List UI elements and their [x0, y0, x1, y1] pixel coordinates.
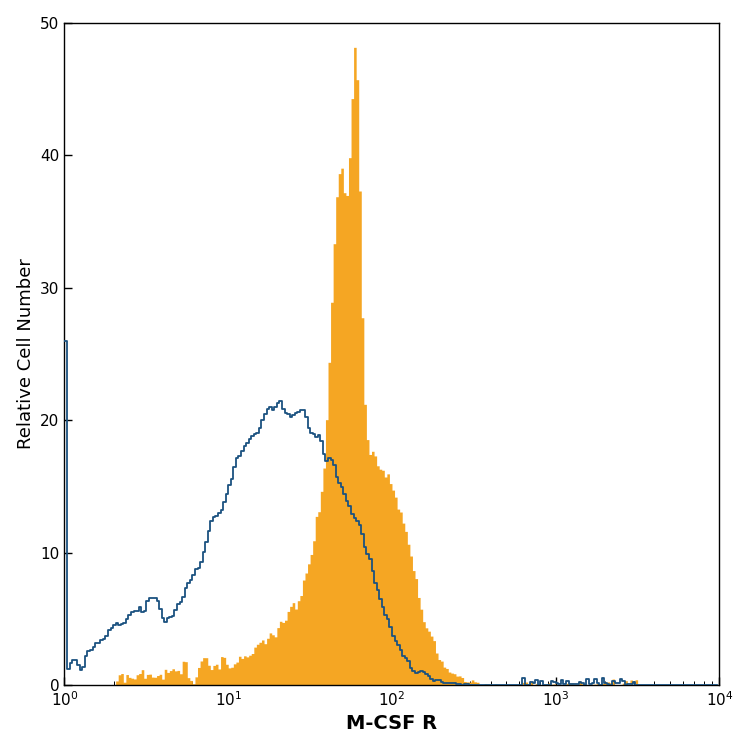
X-axis label: M-CSF R: M-CSF R [346, 714, 437, 734]
Y-axis label: Relative Cell Number: Relative Cell Number [16, 259, 34, 449]
